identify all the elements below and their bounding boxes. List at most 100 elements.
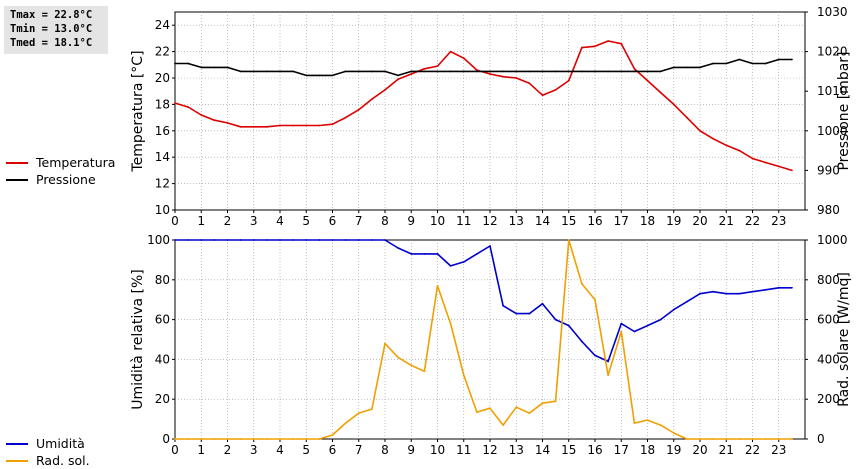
data-point-umidita: [357, 239, 360, 241]
data-point-temperatura: [239, 125, 242, 128]
x-tick-label: 20: [692, 443, 707, 457]
data-point-temperatura: [686, 116, 688, 119]
data-point-temperatura: [541, 94, 544, 97]
data-point-temperatura: [633, 67, 636, 70]
data-point-rad-sol: [449, 322, 452, 325]
data-point-pressione: [528, 70, 531, 73]
data-point-pressione: [567, 70, 570, 73]
x-tick-label: 12: [482, 443, 497, 457]
data-point-rad-sol: [331, 434, 334, 436]
x-tick-label: 22: [745, 443, 760, 457]
data-point-umidita: [541, 302, 544, 305]
data-point-rad-sol: [357, 412, 360, 414]
x-tick-label: 14: [535, 214, 550, 228]
data-point-rad-sol: [279, 438, 281, 440]
data-point-umidita: [292, 239, 294, 241]
data-point-rad-sol: [423, 370, 426, 373]
data-point-umidita: [791, 286, 793, 289]
y-left-axis-label: Temperatura [°C]: [130, 50, 146, 172]
data-point-pressione: [699, 66, 701, 69]
x-tick-label: 14: [535, 443, 550, 457]
data-point-pressione: [226, 66, 229, 69]
data-point-temperatura: [594, 45, 596, 48]
x-tick-label: 11: [456, 214, 471, 228]
data-point-pressione: [397, 74, 399, 77]
data-point-rad-sol: [213, 438, 216, 440]
data-point-temperatura: [318, 124, 321, 127]
y-left-tick-label: 16: [155, 124, 170, 138]
data-point-rad-sol: [174, 438, 176, 440]
data-point-temperatura: [174, 102, 176, 104]
data-point-umidita: [371, 239, 373, 241]
data-point-rad-sol: [266, 438, 268, 440]
legend-item-temperatura: Temperatura: [6, 154, 115, 171]
data-point-rad-sol: [344, 422, 347, 424]
data-point-umidita: [187, 239, 190, 241]
y-right-tick-label: 600: [817, 313, 840, 327]
data-point-rad-sol: [384, 342, 386, 345]
data-point-umidita: [384, 239, 386, 241]
data-point-temperatura: [436, 65, 439, 67]
data-point-temperatura: [371, 98, 373, 100]
data-point-temperatura: [659, 91, 662, 94]
data-point-pressione: [279, 70, 281, 73]
data-point-umidita: [279, 239, 281, 241]
x-tick-label: 10: [430, 214, 445, 228]
x-tick-label: 18: [640, 443, 655, 457]
data-point-temperatura: [751, 157, 754, 160]
data-point-rad-sol: [200, 438, 203, 440]
data-point-temperatura: [620, 42, 623, 45]
data-point-umidita: [672, 308, 675, 311]
x-tick-label: 7: [355, 214, 363, 228]
data-point-umidita: [410, 253, 413, 255]
x-tick-label: 22: [745, 214, 760, 228]
data-point-umidita: [200, 239, 203, 241]
data-point-pressione: [344, 70, 347, 73]
data-point-umidita: [764, 288, 767, 291]
data-point-temperatura: [305, 124, 308, 127]
data-point-rad-sol: [791, 438, 793, 440]
x-tick-label: 23: [771, 214, 786, 228]
data-point-umidita: [266, 239, 268, 241]
data-point-temperatura: [397, 78, 399, 81]
y-left-tick-label: 0: [162, 432, 170, 446]
data-point-pressione: [436, 70, 439, 73]
data-point-pressione: [777, 58, 780, 61]
y-right-tick-label: 1010: [817, 84, 848, 98]
data-point-temperatura: [699, 129, 701, 132]
x-tick-label: 1: [197, 443, 205, 457]
data-point-rad-sol: [672, 432, 675, 434]
data-point-pressione: [620, 70, 623, 73]
x-tick-label: 0: [171, 443, 179, 457]
y-left-tick-label: 100: [147, 233, 170, 247]
data-point-umidita: [213, 239, 216, 241]
legend-top: Temperatura Pressione: [6, 154, 115, 188]
data-point-temperatura: [607, 40, 609, 42]
tmin-text: Tmin = 13.0°C: [10, 23, 93, 35]
y-right-tick-label: 1020: [817, 45, 848, 59]
data-point-pressione: [410, 70, 413, 73]
y-right-tick-label: 0: [817, 432, 825, 446]
data-point-umidita: [607, 360, 609, 363]
x-tick-label: 4: [276, 443, 284, 457]
data-point-rad-sol: [581, 282, 583, 285]
data-point-temperatura: [646, 79, 649, 82]
x-tick-label: 13: [509, 214, 524, 228]
y-left-tick-label: 22: [155, 45, 170, 59]
x-tick-label: 19: [666, 443, 681, 457]
x-tick-label: 6: [329, 443, 337, 457]
data-point-pressione: [384, 70, 386, 73]
data-point-rad-sol: [187, 438, 190, 440]
data-point-umidita: [633, 330, 636, 333]
data-point-rad-sol: [515, 406, 518, 409]
data-point-umidita: [462, 261, 465, 263]
y-right-axis-label: Rad. solare [W/mq]: [836, 272, 852, 407]
data-point-temperatura: [476, 69, 478, 71]
data-point-umidita: [318, 239, 321, 241]
tmed-text: Tmed = 18.1°C: [10, 37, 93, 49]
data-point-pressione: [423, 70, 426, 73]
data-point-pressione: [672, 66, 675, 69]
data-point-rad-sol: [699, 438, 701, 440]
x-tick-label: 19: [666, 214, 681, 228]
